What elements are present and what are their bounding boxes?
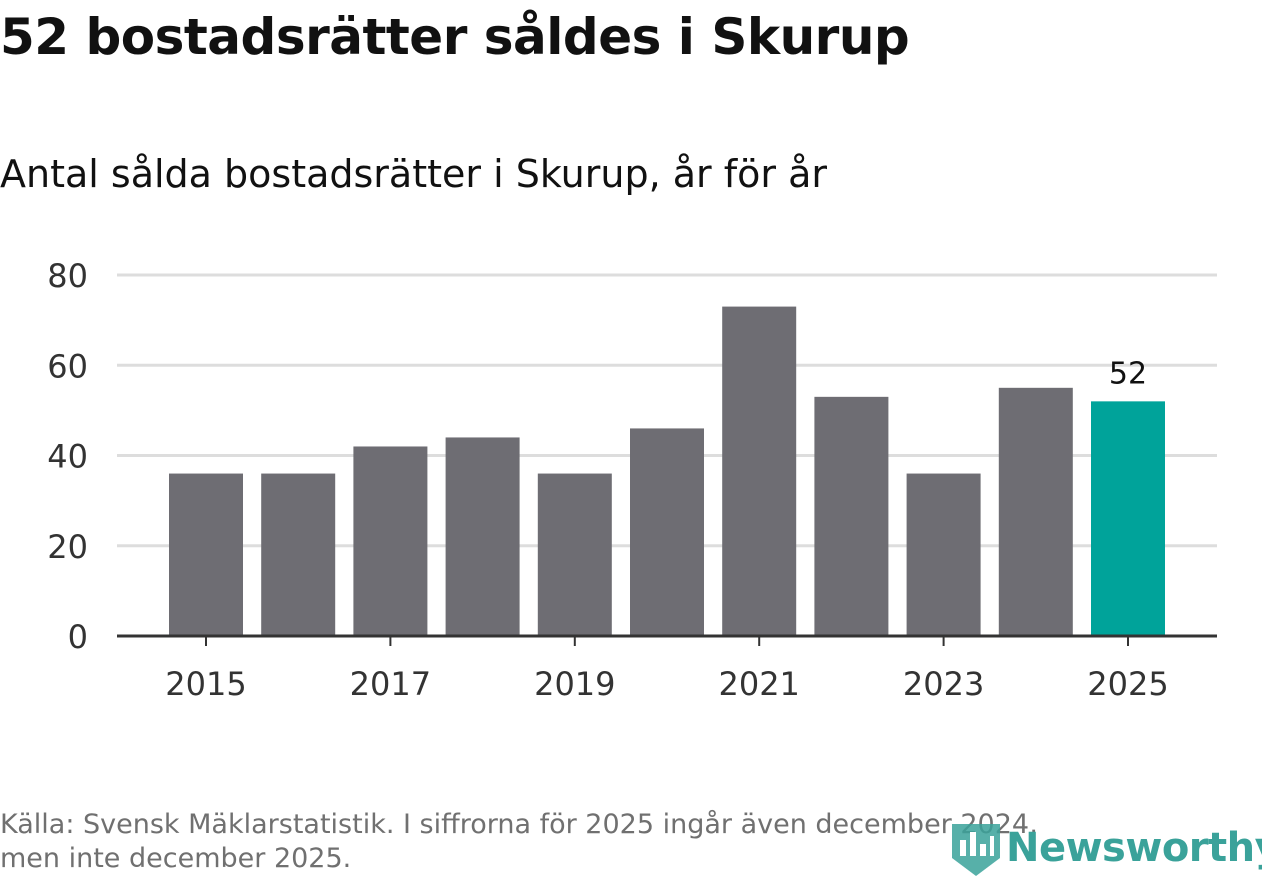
y-tick-label: 0 bbox=[68, 618, 88, 656]
bar-2020 bbox=[630, 428, 704, 636]
y-tick-label: 80 bbox=[47, 257, 88, 295]
labels: 0 20 40 60 80 2015 2017 2019 2021 2023 2025 52 bbox=[47, 257, 1168, 703]
y-tick-label: 60 bbox=[47, 347, 88, 385]
bar-2023 bbox=[906, 473, 981, 636]
bar-chart: 0 20 40 60 80 2015 2017 2019 2021 2023 2025 52 bbox=[47, 257, 1217, 703]
chart-subtitle: Antal sålda bostadsrätter i Skurup, år f… bbox=[0, 152, 827, 196]
bar-2022 bbox=[814, 396, 889, 636]
x-axis bbox=[117, 634, 1217, 646]
y-tick-label: 40 bbox=[47, 438, 88, 476]
x-tick-label: 2023 bbox=[903, 665, 984, 703]
source-line-2: men inte december 2025. bbox=[0, 843, 352, 874]
x-tick-label: 2025 bbox=[1087, 665, 1168, 703]
x-tick-label: 2021 bbox=[718, 665, 799, 703]
bar-2019 bbox=[537, 473, 612, 636]
bar-2017 bbox=[353, 446, 428, 636]
bar-2016 bbox=[261, 473, 336, 636]
x-tick-label: 2019 bbox=[534, 665, 615, 703]
data-label-2025: 52 bbox=[1109, 356, 1147, 391]
newsworthy-logo: Newsworthy bbox=[950, 818, 1262, 878]
bar-2018 bbox=[445, 437, 520, 636]
logo-icon bbox=[952, 824, 1000, 876]
bars bbox=[169, 306, 1165, 636]
chart-title: 52 bostadsrätter såldes i Skurup bbox=[0, 8, 910, 66]
source-line-1: Källa: Svensk Mäklarstatistik. I siffror… bbox=[0, 809, 1038, 840]
logo-text: Newsworthy bbox=[1006, 825, 1262, 871]
bar-2025 bbox=[1091, 401, 1165, 636]
y-tick-label: 20 bbox=[47, 528, 88, 566]
x-tick-label: 2017 bbox=[350, 665, 431, 703]
bar-2021 bbox=[722, 306, 797, 636]
bar-2024 bbox=[998, 387, 1073, 636]
bar-2015 bbox=[169, 473, 243, 636]
source-note: Källa: Svensk Mäklarstatistik. I siffror… bbox=[0, 808, 1200, 876]
x-tick-label: 2015 bbox=[165, 665, 246, 703]
